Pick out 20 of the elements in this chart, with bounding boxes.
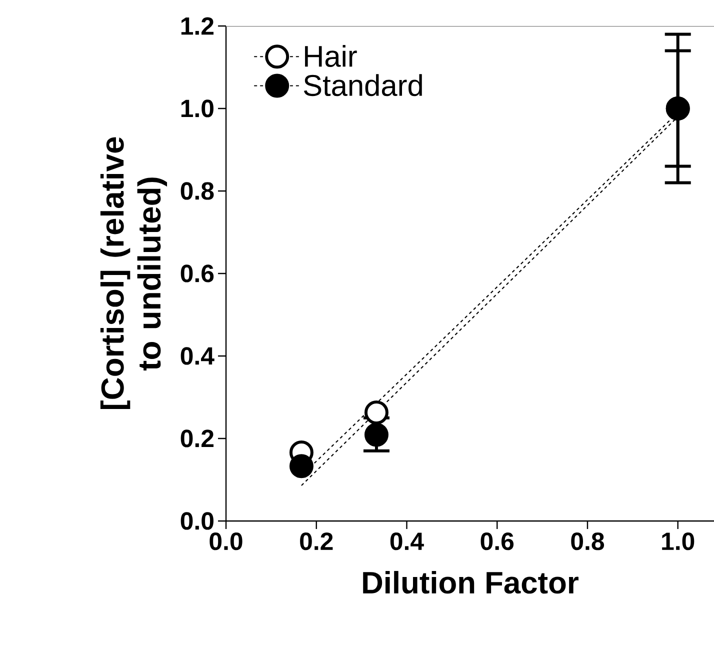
y-tick-label: 0.6	[180, 264, 214, 282]
x-tick-label: 0.8	[571, 532, 604, 550]
point	[289, 454, 314, 478]
point	[364, 422, 388, 447]
x-axis-title: Dilution Factor	[363, 570, 578, 594]
y-tick-label: 0.8	[180, 182, 214, 200]
y-tick-label: 0.0	[180, 512, 214, 530]
legend-label: Hair	[305, 45, 357, 67]
y-tick-label: 1.2	[181, 17, 214, 35]
y-tick-label: 0.2	[180, 430, 214, 448]
y-tick-label: 0.4	[180, 347, 214, 365]
x-tick-label: 0.0	[210, 532, 242, 550]
x-tick-label: 0.2	[300, 532, 333, 550]
legend-label: Standard	[304, 74, 422, 96]
y-axis-title: [Cortisol] (relative to undiluted)	[100, 137, 168, 409]
x-tick-label: 1.0	[662, 532, 694, 550]
point	[364, 400, 388, 424]
x-tick-label: 0.6	[480, 532, 514, 550]
y-tick-label: 1.0	[181, 100, 214, 118]
x-tick-label: 0.4	[390, 532, 424, 550]
